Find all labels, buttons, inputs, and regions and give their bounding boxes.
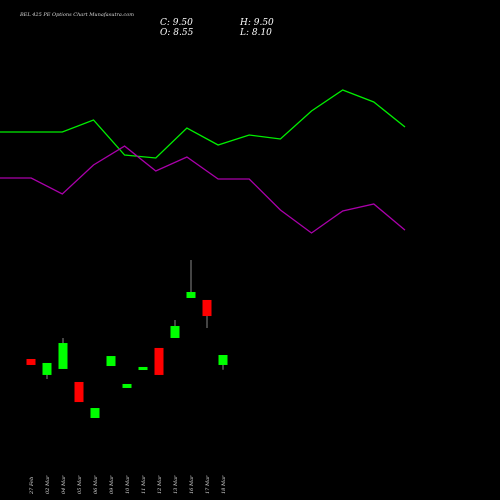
x-tick-label: 27 Feb bbox=[29, 477, 35, 495]
x-tick-label: 17 Mar bbox=[205, 475, 211, 494]
x-tick-label: 12 Mar bbox=[157, 475, 163, 494]
x-tick-label: 16 Mar bbox=[189, 475, 195, 494]
candle-body bbox=[154, 347, 164, 375]
candle-body bbox=[218, 354, 228, 365]
indicator-line bbox=[0, 145, 406, 234]
x-tick-label: 06 Mar bbox=[93, 475, 99, 494]
candle-body bbox=[106, 356, 116, 367]
candle-body bbox=[186, 291, 196, 298]
x-tick-label: 18 Mar bbox=[221, 475, 227, 494]
close-label: C: 9.50 bbox=[160, 18, 193, 28]
x-tick-label: 02 Mar bbox=[45, 475, 51, 494]
x-tick-label: 05 Mar bbox=[77, 475, 83, 494]
x-tick-label: 04 Mar bbox=[61, 475, 67, 494]
x-tick-label: 09 Mar bbox=[109, 475, 115, 494]
low-label: L: 8.10 bbox=[239, 28, 272, 38]
x-tick-label: 10 Mar bbox=[125, 475, 131, 494]
candle-body bbox=[122, 383, 132, 388]
open-label: O: 8.55 bbox=[160, 28, 194, 38]
candle-body bbox=[74, 381, 84, 403]
candle-body bbox=[90, 408, 100, 418]
candle-body bbox=[138, 366, 148, 371]
high-label: H: 9.50 bbox=[239, 18, 274, 28]
candle-body bbox=[58, 343, 68, 369]
candle-body bbox=[26, 358, 36, 365]
candle-body bbox=[170, 326, 180, 338]
candle-body bbox=[42, 362, 52, 375]
indicator-line bbox=[0, 89, 406, 159]
x-tick-label: 11 Mar bbox=[141, 475, 147, 494]
candle-body bbox=[202, 299, 212, 317]
x-tick-label: 13 Mar bbox=[173, 475, 179, 494]
chart-title: BEL 425 PE Options Chart Munafasutra.com bbox=[19, 12, 134, 18]
